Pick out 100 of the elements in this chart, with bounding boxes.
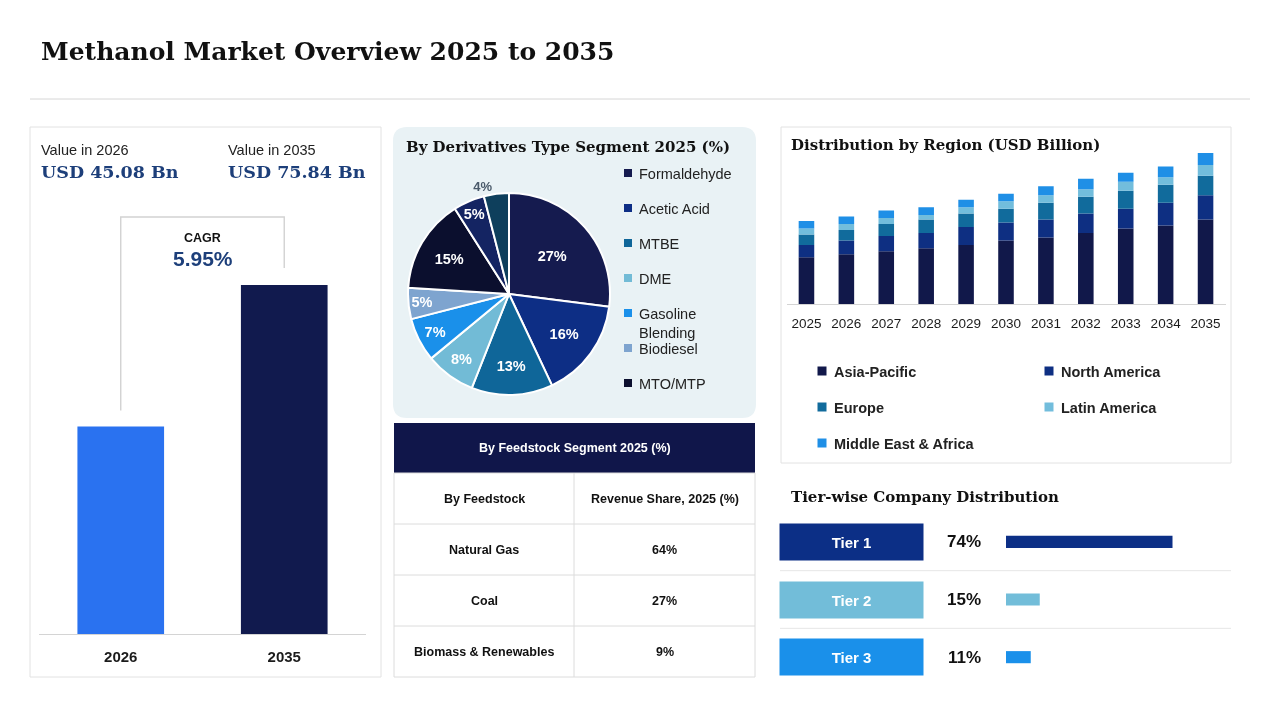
bar bbox=[958, 245, 974, 304]
bar bbox=[1038, 195, 1054, 203]
bar bbox=[1157, 225, 1174, 304]
bar bbox=[1117, 228, 1134, 304]
data-label: 9% bbox=[656, 645, 675, 659]
y-tick-label: Tier 2 bbox=[831, 591, 872, 609]
bar bbox=[1157, 177, 1174, 185]
bar bbox=[958, 207, 974, 214]
bar bbox=[1157, 184, 1174, 203]
text: By Derivatives Type Segment 2025 (%) bbox=[406, 138, 730, 156]
bar bbox=[838, 240, 855, 255]
text: Value in 2035 bbox=[228, 142, 316, 158]
bar bbox=[838, 223, 855, 231]
bar bbox=[1078, 196, 1094, 214]
bar bbox=[878, 217, 895, 224]
data-label: 4% bbox=[473, 178, 493, 194]
bar bbox=[1078, 178, 1094, 190]
bar bbox=[918, 214, 934, 220]
legend-label: MTBE bbox=[639, 236, 680, 252]
x-tick-label: 2032 bbox=[1070, 316, 1101, 332]
bar bbox=[878, 236, 895, 252]
bar bbox=[918, 233, 934, 249]
bar bbox=[798, 228, 815, 235]
bar bbox=[918, 219, 934, 234]
x-tick-label: 2026 bbox=[831, 316, 862, 332]
text: By Feedstock Segment 2025 (%) bbox=[479, 441, 671, 455]
bar bbox=[798, 234, 815, 246]
data-label: 5% bbox=[411, 294, 433, 311]
category-label: Natural Gas bbox=[449, 543, 520, 557]
bar bbox=[798, 220, 815, 229]
x-tick-label: 2025 bbox=[791, 316, 822, 332]
y-tick-label: Tier 1 bbox=[831, 533, 872, 551]
text: Value in 2026 bbox=[41, 142, 129, 158]
bar bbox=[958, 226, 974, 246]
bar bbox=[1117, 208, 1134, 229]
legend-label: Acetic Acid bbox=[639, 201, 710, 217]
data-label: 5% bbox=[463, 205, 485, 222]
x-tick-label: 2027 bbox=[871, 316, 902, 332]
bar bbox=[998, 201, 1014, 209]
bar bbox=[998, 222, 1014, 241]
x-tick-label: 2026 bbox=[104, 648, 138, 665]
bar bbox=[878, 210, 895, 218]
x-tick-label: 2031 bbox=[1030, 316, 1061, 332]
legend-label: Latin America bbox=[1061, 400, 1158, 416]
bar bbox=[958, 213, 974, 227]
bar bbox=[878, 223, 895, 237]
text: CAGR bbox=[184, 231, 221, 245]
data-label: 15% bbox=[434, 250, 464, 267]
bar bbox=[1117, 190, 1134, 209]
legend-label: Europe bbox=[834, 400, 884, 416]
bar bbox=[1117, 172, 1134, 182]
bar bbox=[1038, 237, 1054, 304]
data-label: 11% bbox=[948, 648, 982, 667]
bar bbox=[1038, 219, 1054, 238]
bar bbox=[1117, 181, 1134, 191]
data-label: 15% bbox=[947, 590, 982, 609]
bar bbox=[838, 216, 855, 224]
bar bbox=[1197, 219, 1214, 304]
bar bbox=[1157, 202, 1174, 226]
bar bbox=[1157, 166, 1174, 178]
bar bbox=[998, 240, 1014, 304]
data-label: 27% bbox=[652, 594, 678, 608]
text: Revenue Share, 2025 (%) bbox=[591, 492, 739, 506]
bar bbox=[838, 254, 855, 304]
x-tick-label: 2035 bbox=[267, 648, 301, 665]
bar bbox=[1197, 153, 1214, 166]
data-label: 8% bbox=[450, 351, 472, 368]
data-label: 27% bbox=[537, 247, 567, 264]
legend-label: Formaldehyde bbox=[639, 166, 732, 182]
data-label: 13% bbox=[496, 358, 526, 375]
bar bbox=[958, 199, 974, 208]
bar bbox=[1078, 213, 1094, 234]
legend-label: MTO/MTP bbox=[639, 376, 706, 392]
legend-label: Middle East & Africa bbox=[834, 436, 975, 452]
text: By Feedstock bbox=[444, 492, 526, 506]
bar bbox=[918, 207, 934, 215]
x-tick-label: 2033 bbox=[1110, 316, 1141, 332]
data-label: USD 45.08 Bn bbox=[41, 162, 179, 182]
x-tick-label: 2029 bbox=[951, 316, 982, 332]
data-label: 64% bbox=[652, 543, 678, 557]
bar bbox=[798, 245, 815, 258]
bar bbox=[838, 230, 855, 241]
text: 5.95% bbox=[173, 247, 233, 270]
chart-title: Tier-wise Company Distribution bbox=[791, 488, 1059, 506]
legend-label: Gasoline Blending bbox=[639, 306, 697, 341]
legend-label: DME bbox=[639, 271, 672, 287]
category-label: Coal bbox=[471, 594, 499, 608]
x-tick-label: 2028 bbox=[911, 316, 942, 332]
legend-label: North America bbox=[1061, 364, 1162, 380]
x-tick-label: 2035 bbox=[1190, 316, 1221, 332]
bar bbox=[1078, 189, 1094, 197]
text: Methanol Market Overview 2025 to 2035 bbox=[41, 37, 615, 66]
data-label: USD 75.84 Bn bbox=[228, 162, 366, 182]
bar bbox=[1038, 202, 1054, 220]
chart-title: Distribution by Region (USD Billion) bbox=[791, 136, 1101, 154]
bar bbox=[1038, 186, 1054, 196]
x-tick-label: 2034 bbox=[1150, 316, 1182, 332]
bar bbox=[1197, 165, 1214, 176]
legend-label: Asia-Pacific bbox=[834, 364, 917, 380]
bar bbox=[878, 251, 895, 304]
